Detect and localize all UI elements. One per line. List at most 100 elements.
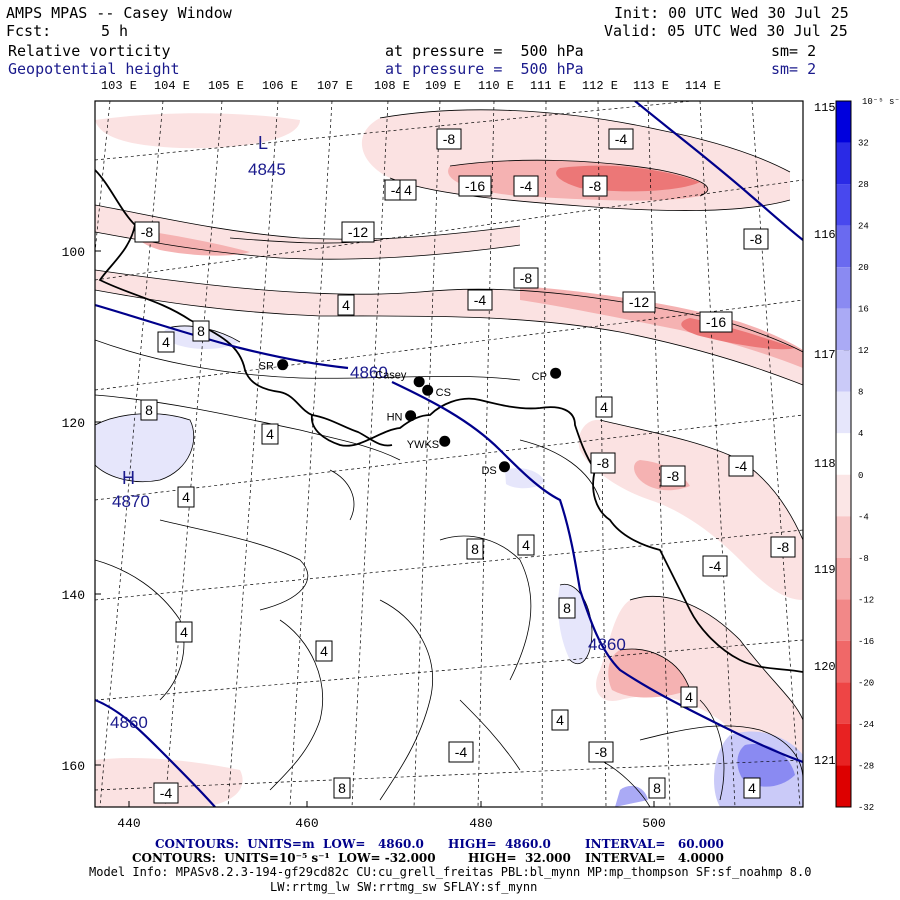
colorbar-cell — [836, 723, 851, 766]
vorticity-label: -12 — [622, 291, 656, 313]
vorticity-label: -4 — [728, 455, 754, 477]
lon-label-top: 104 E — [154, 79, 190, 93]
coastline — [95, 169, 803, 673]
colorbar-unit: 10⁻⁵ s⁻¹ — [862, 97, 900, 107]
svg-text:-4: -4 — [709, 558, 722, 574]
svg-text:4: 4 — [182, 489, 190, 505]
x-tick-label: 440 — [117, 816, 140, 831]
y-tick-label: 120 — [62, 416, 85, 431]
vorticity-label: -8 — [660, 465, 686, 487]
colorbar-cell — [836, 682, 851, 724]
field2-smoothing: sm= 2 — [771, 60, 817, 78]
vorticity-label: 8 — [140, 399, 158, 421]
svg-text:4: 4 — [266, 426, 274, 442]
lon-label-top: 107 E — [317, 79, 353, 93]
colorbar-label: -12 — [858, 595, 874, 605]
graticule — [95, 101, 803, 807]
colorbar-label: 28 — [858, 180, 869, 190]
height-contour-interval: INTERVAL= 60.000 — [585, 837, 724, 851]
colorbar-cell — [836, 557, 851, 600]
svg-text:4: 4 — [522, 537, 530, 553]
height-contour-label: 4860 — [588, 635, 626, 654]
svg-text:-4: -4 — [474, 292, 487, 308]
svg-text:4: 4 — [404, 182, 412, 198]
vorticity-label: -8 — [134, 221, 160, 243]
init-time: Init: 00 UTC Wed 30 Jul 25 — [614, 4, 849, 22]
x-tick-label: 480 — [469, 816, 492, 831]
lon-label-top: 112 E — [582, 79, 618, 93]
colorbar-label: 20 — [858, 263, 869, 273]
plot-title: AMPS MPAS -- Casey Window — [6, 4, 232, 22]
geopotential-height-contours — [95, 101, 803, 807]
svg-text:-4: -4 — [615, 131, 628, 147]
vorticity-label: -4 — [702, 555, 728, 577]
plot-frame — [94, 100, 804, 808]
station-cs: CS — [422, 384, 451, 399]
station-label: YWKS — [407, 439, 439, 451]
lon-label-top: 103 E — [101, 79, 137, 93]
colorbar-label: 16 — [858, 305, 869, 315]
svg-text:-8: -8 — [777, 539, 790, 555]
colorbar-cell — [836, 391, 851, 434]
high-marker: H — [122, 468, 135, 488]
colorbar-cell — [836, 433, 851, 475]
colorbar-label: 32 — [858, 139, 869, 149]
vorticity-label: 8 — [648, 777, 666, 799]
svg-text:4: 4 — [748, 780, 756, 796]
colorbar-cell — [836, 350, 851, 392]
colorbar-cell — [836, 474, 851, 517]
colorbar-label: 12 — [858, 346, 869, 356]
y-tick-label: 100 — [62, 245, 85, 260]
field1-smoothing: sm= 2 — [771, 42, 817, 60]
station-ds: DS — [481, 461, 510, 477]
station-dot — [439, 435, 451, 447]
lon-label-top: 111 E — [530, 79, 566, 93]
svg-text:4: 4 — [342, 297, 350, 313]
vorticity-label: -4 — [467, 289, 493, 311]
vorticity-contours — [95, 109, 803, 807]
colorbar-label: -28 — [858, 761, 874, 771]
vorticity-contour-interval: INTERVAL= 4.0000 — [585, 851, 724, 865]
colorbar-label: -4 — [858, 512, 869, 522]
vorticity-label: 4 — [551, 709, 569, 731]
colorbar-label: 24 — [858, 222, 869, 232]
lon-label-top: 114 E — [685, 79, 721, 93]
station-markers: SR Casey CS HN YWKS DS CP — [259, 359, 562, 477]
vorticity-label: -4 — [448, 741, 474, 763]
station-dot — [277, 359, 289, 371]
lon-label-top: 105 E — [208, 79, 244, 93]
vorticity-label: -4 — [153, 782, 179, 804]
height-contour-info: CONTOURS: UNITS=m LOW= 4860.0 — [155, 837, 424, 851]
colorbar-cell — [836, 516, 851, 558]
lon-label-top: 113 E — [633, 79, 669, 93]
colorbar-cell — [836, 640, 851, 683]
lon-label-top: 110 E — [478, 79, 514, 93]
positive-vorticity-shading — [95, 325, 803, 807]
svg-text:4: 4 — [162, 334, 170, 350]
vorticity-label: -4 — [513, 175, 539, 197]
station-hn: HN — [387, 410, 417, 424]
x-tick-label: 500 — [642, 816, 665, 831]
vorticity-label: -8 — [582, 175, 608, 197]
field2-level: at pressure = 500 hPa — [385, 60, 584, 78]
colorbar-cell — [836, 267, 851, 309]
vorticity-label: -8 — [436, 128, 462, 150]
colorbar-cell — [836, 184, 851, 226]
svg-text:-4: -4 — [160, 785, 173, 801]
vorticity-label: 4 — [175, 621, 193, 643]
field1-name: Relative vorticity — [8, 42, 171, 60]
valid-time: Valid: 05 UTC Wed 30 Jul 25 — [604, 22, 848, 40]
height-contour-label: 4860 — [350, 363, 388, 382]
lon-label-top: 106 E — [262, 79, 298, 93]
colorbar-label: -8 — [858, 554, 869, 564]
y-tick-label: 140 — [62, 588, 85, 603]
vorticity-label: 4 — [157, 331, 175, 353]
station-label: DS — [481, 465, 496, 477]
height-contour-label: 4860 — [110, 713, 148, 732]
colorbar-label: 4 — [858, 429, 863, 439]
x-tick-label: 460 — [295, 816, 318, 831]
svg-text:4: 4 — [685, 689, 693, 705]
vorticity-label: -8 — [770, 536, 796, 558]
model-info-radiation: LW:rrtmg_lw SW:rrtmg_sw SFLAY:sf_mynn — [270, 880, 538, 894]
colorbar-label: -32 — [858, 803, 874, 813]
